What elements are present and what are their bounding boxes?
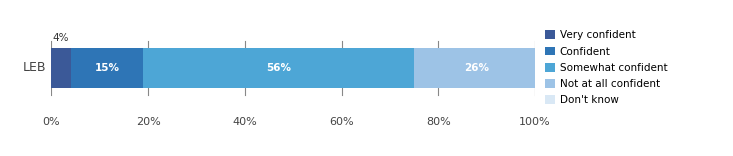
Bar — [143, 48, 414, 88]
Text: 15%: 15% — [95, 63, 119, 73]
Text: 56%: 56% — [266, 63, 291, 73]
Bar — [70, 48, 143, 88]
Text: 4%: 4% — [53, 33, 69, 43]
Text: 26%: 26% — [465, 63, 490, 73]
Bar — [414, 48, 540, 88]
Bar — [51, 48, 70, 88]
Legend: Very confident, Confident, Somewhat confident, Not at all confident, Don't know: Very confident, Confident, Somewhat conf… — [545, 30, 667, 105]
